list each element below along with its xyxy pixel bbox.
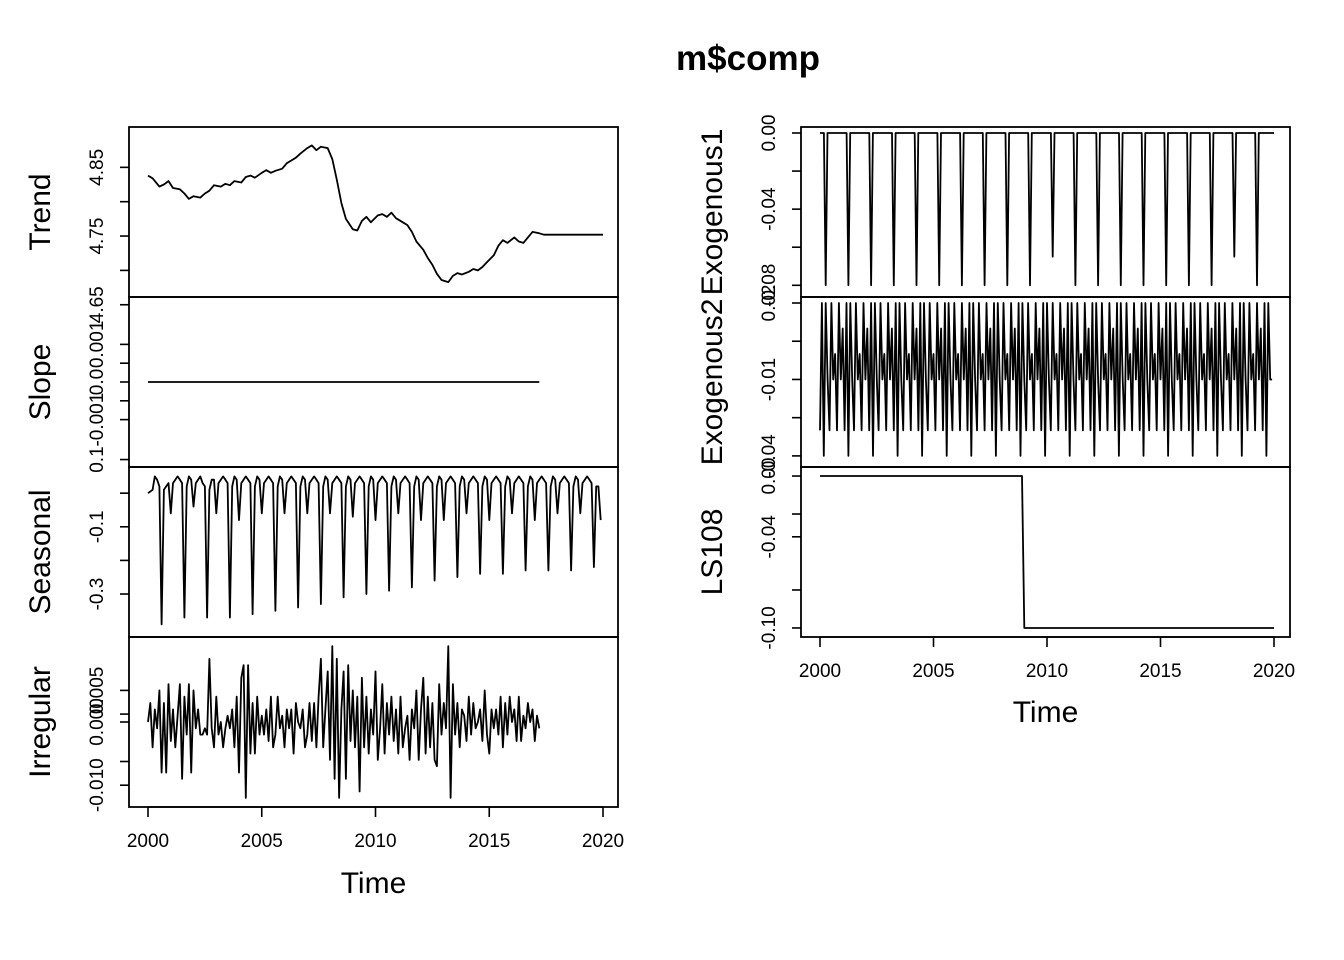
trend-panel-frame xyxy=(128,126,619,298)
seasonal-series-line xyxy=(147,475,602,626)
irregular-series-line xyxy=(147,645,541,799)
irregular-y-tick-label: 0.000 xyxy=(87,698,108,746)
exogenous2-y-tick-label: -0.01 xyxy=(759,358,780,401)
exogenous1-y-tick-label: 0.00 xyxy=(759,115,780,152)
x-axis-title: Time xyxy=(341,867,407,900)
x-tick-label: 2000 xyxy=(127,831,169,852)
x-tick-label: 2010 xyxy=(1026,661,1068,682)
trend-y-tick-label: 4.65 xyxy=(87,286,108,323)
irregular-axis-label: Irregular xyxy=(24,666,57,778)
ls108-y-tick-label: -0.10 xyxy=(759,606,780,649)
exogenous1-y-tick-label: -0.08 xyxy=(759,264,780,307)
exogenous1-series-line xyxy=(820,132,1274,287)
x-tick-label: 2015 xyxy=(468,831,510,852)
seasonal-y-tick-label: -0.3 xyxy=(87,578,108,611)
exogenous1-axis-label: Exogenous1 xyxy=(696,129,729,296)
x-tick-label: 2020 xyxy=(582,831,624,852)
slope-y-tick-label: 0.0 xyxy=(87,369,108,395)
ls108-axis-label: LS108 xyxy=(696,509,729,596)
seasonal-y-tick-label: 0.1 xyxy=(87,446,108,472)
exogenous2-axis-label: Exogenous2 xyxy=(696,299,729,466)
trend-axis-label: Trend xyxy=(24,173,57,250)
ls108-panel-frame xyxy=(800,466,1291,638)
ls108-series-line xyxy=(820,475,1274,629)
x-axis-title: Time xyxy=(1013,696,1079,729)
exogenous1-y-tick-label: -0.04 xyxy=(759,187,780,231)
x-tick-label: 2015 xyxy=(1139,661,1181,682)
slope-y-tick-label: 0.001 xyxy=(87,321,108,369)
x-tick-label: 2000 xyxy=(799,661,841,682)
irregular-y-tick-label: 0.005 xyxy=(87,667,108,715)
exogenous2-y-tick-label: -0.04 xyxy=(759,434,780,478)
irregular-y-tick-label: -0.010 xyxy=(87,758,108,812)
x-tick-label: 2020 xyxy=(1253,661,1295,682)
trend-y-tick-label: 4.75 xyxy=(87,218,108,255)
x-tick-label: 2005 xyxy=(912,661,954,682)
x-tick-label: 2010 xyxy=(354,831,396,852)
exogenous2-y-tick-label: 0.02 xyxy=(759,285,780,322)
seasonal-y-tick-label: -0.1 xyxy=(87,510,108,543)
slope-y-tick-label: -0.001 xyxy=(87,393,108,447)
exogenous2-series-line xyxy=(819,302,1273,457)
slope-axis-label: Slope xyxy=(24,344,57,421)
trend-y-tick-label: 4.85 xyxy=(87,149,108,186)
right-panel-column: -0.08-0.040.00Exogenous1-0.04-0.010.02Ex… xyxy=(696,115,1295,729)
ls108-y-tick-label: 0.00 xyxy=(759,458,780,495)
x-tick-label: 2005 xyxy=(241,831,283,852)
exogenous1-panel-frame xyxy=(800,126,1291,298)
ls108-y-tick-label: -0.04 xyxy=(759,515,780,559)
seasonal-axis-label: Seasonal xyxy=(24,489,57,614)
figure-title: m$comp xyxy=(676,39,820,78)
trend-series-line xyxy=(147,144,603,283)
